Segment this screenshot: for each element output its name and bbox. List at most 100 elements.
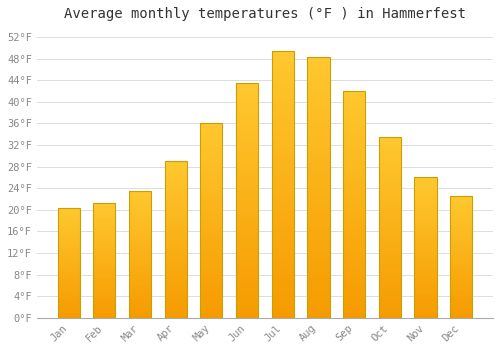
Bar xyxy=(200,236,222,240)
Bar xyxy=(58,250,80,252)
Bar xyxy=(272,205,294,211)
Bar xyxy=(164,161,187,164)
Bar xyxy=(93,226,116,229)
Bar xyxy=(379,177,401,180)
Bar xyxy=(58,241,80,243)
Bar xyxy=(343,155,365,159)
Bar xyxy=(164,258,187,261)
Bar xyxy=(200,131,222,135)
Bar xyxy=(58,215,80,217)
Bar xyxy=(58,292,80,294)
Bar xyxy=(450,201,472,204)
Bar xyxy=(58,243,80,245)
Bar xyxy=(414,287,436,290)
Bar xyxy=(93,240,116,242)
Bar xyxy=(379,137,401,318)
Bar xyxy=(236,83,258,318)
Bar xyxy=(58,289,80,292)
Bar xyxy=(129,310,151,313)
Bar xyxy=(272,120,294,125)
Bar xyxy=(343,186,365,191)
Bar xyxy=(200,190,222,194)
Bar xyxy=(236,285,258,290)
Bar xyxy=(308,156,330,161)
Bar xyxy=(308,83,330,88)
Bar xyxy=(450,247,472,250)
Bar xyxy=(272,243,294,248)
Bar xyxy=(414,245,436,248)
Bar xyxy=(308,104,330,109)
Bar xyxy=(236,271,258,275)
Bar xyxy=(58,298,80,300)
Bar xyxy=(450,240,472,243)
Bar xyxy=(129,204,151,206)
Bar xyxy=(200,290,222,295)
Bar xyxy=(272,72,294,77)
Bar xyxy=(414,234,436,237)
Bar xyxy=(200,205,222,209)
Bar xyxy=(414,270,436,273)
Bar xyxy=(343,273,365,277)
Bar xyxy=(379,311,401,314)
Bar xyxy=(129,222,151,224)
Bar xyxy=(236,224,258,229)
Bar xyxy=(236,299,258,304)
Bar xyxy=(93,215,116,217)
Bar xyxy=(129,287,151,290)
Bar xyxy=(58,287,80,289)
Bar xyxy=(129,247,151,249)
Bar xyxy=(93,270,116,272)
Bar xyxy=(93,265,116,267)
Bar xyxy=(308,255,330,260)
Bar xyxy=(343,96,365,100)
Bar xyxy=(93,254,116,256)
Bar xyxy=(414,293,436,295)
Bar xyxy=(450,267,472,269)
Bar xyxy=(414,290,436,293)
Bar xyxy=(272,163,294,168)
Bar xyxy=(343,150,365,155)
Bar xyxy=(272,141,294,147)
Bar xyxy=(164,255,187,258)
Bar xyxy=(93,249,116,251)
Bar xyxy=(58,314,80,316)
Bar xyxy=(200,240,222,244)
Bar xyxy=(93,217,116,219)
Bar xyxy=(450,291,472,294)
Bar xyxy=(414,225,436,228)
Bar xyxy=(308,313,330,318)
Bar xyxy=(308,245,330,250)
Bar xyxy=(308,276,330,281)
Bar xyxy=(343,173,365,177)
Bar xyxy=(379,180,401,184)
Bar xyxy=(200,244,222,248)
Bar xyxy=(379,224,401,228)
Bar xyxy=(200,310,222,314)
Bar xyxy=(164,284,187,287)
Bar xyxy=(343,177,365,182)
Bar xyxy=(308,219,330,224)
Bar xyxy=(414,191,436,194)
Bar xyxy=(93,276,116,279)
Bar xyxy=(236,135,258,139)
Bar xyxy=(308,114,330,120)
Bar xyxy=(272,56,294,61)
Bar xyxy=(308,125,330,130)
Bar xyxy=(58,305,80,307)
Bar xyxy=(379,202,401,206)
Bar xyxy=(343,118,365,123)
Bar xyxy=(129,244,151,247)
Bar xyxy=(236,92,258,97)
Bar xyxy=(343,191,365,195)
Bar xyxy=(129,308,151,310)
Bar xyxy=(129,237,151,239)
Bar xyxy=(200,124,222,318)
Bar xyxy=(308,287,330,292)
Bar xyxy=(308,73,330,78)
Bar xyxy=(272,99,294,104)
Bar xyxy=(414,194,436,197)
Bar xyxy=(450,269,472,272)
Bar xyxy=(414,180,436,183)
Bar xyxy=(308,93,330,99)
Bar xyxy=(414,208,436,211)
